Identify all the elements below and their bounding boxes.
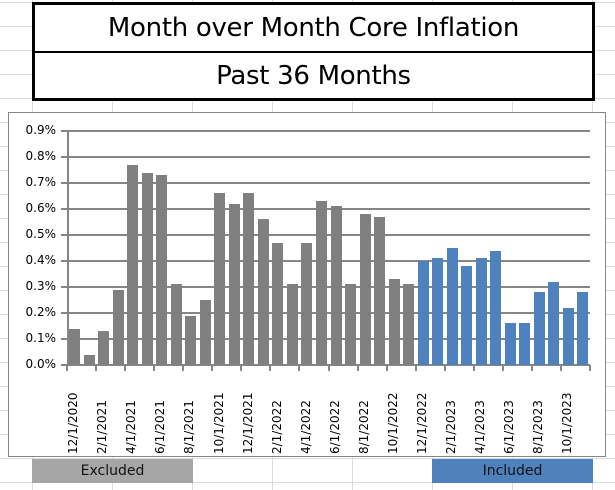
x-tick [443, 365, 446, 371]
bar[interactable] [83, 354, 95, 365]
bar[interactable] [577, 292, 589, 365]
x-tick [472, 365, 475, 371]
x-tick [211, 365, 214, 371]
x-tick [385, 365, 388, 371]
bar[interactable] [533, 292, 545, 365]
y-axis-label: 0.4% [25, 253, 57, 267]
bar[interactable] [548, 281, 560, 365]
gridline [61, 130, 590, 132]
x-axis-label: 8/1/2021 [182, 400, 197, 454]
y-axis-label: 0.0% [25, 357, 57, 371]
bar[interactable] [461, 266, 473, 365]
gridline [61, 364, 590, 366]
plot-area: 0.0% 0.1% 0.2% 0.3% 0.4% 0.5% 0.6% 0.7% 0.8% 0.9%… [26, 123, 591, 454]
x-tick [240, 365, 243, 371]
y-axis-label: 0.9% [25, 123, 57, 137]
bar[interactable] [417, 261, 429, 365]
x-tick [182, 365, 185, 371]
bar[interactable] [272, 242, 284, 365]
bar[interactable] [490, 250, 502, 365]
x-tick [66, 365, 68, 371]
bar[interactable] [185, 315, 197, 365]
excluded-band: Excluded [32, 459, 193, 483]
y-axis-label: 0.6% [25, 201, 57, 215]
x-tick [530, 365, 533, 371]
bar[interactable] [257, 219, 269, 365]
bar[interactable] [315, 201, 327, 365]
title-box: Month over Month Core Inflation Past 36 … [32, 2, 595, 101]
x-axis-label: 10/1/2021 [211, 392, 226, 454]
bar[interactable] [374, 216, 386, 365]
x-axis-label: 10/1/2023 [560, 392, 575, 454]
y-axis-label: 0.1% [25, 331, 57, 345]
x-axis-label: 10/1/2022 [385, 392, 400, 454]
gridline [61, 156, 590, 158]
included-band: Included [432, 459, 593, 483]
bar[interactable] [69, 328, 80, 365]
bar[interactable] [141, 172, 153, 365]
x-tick [269, 365, 272, 371]
x-axis-label: 8/1/2023 [531, 400, 546, 454]
bar[interactable] [504, 323, 516, 365]
x-axis-label: 2/1/2023 [443, 400, 458, 454]
x-tick [414, 365, 417, 371]
bar[interactable] [403, 284, 415, 365]
x-axis-label: 12/1/2021 [240, 392, 255, 454]
bar[interactable] [127, 164, 139, 365]
bar[interactable] [446, 248, 458, 365]
x-axis-label: 4/1/2022 [298, 400, 313, 454]
y-axis-label: 0.8% [25, 149, 57, 163]
bar[interactable] [199, 300, 211, 365]
x-axis-label: 2/1/2021 [95, 400, 110, 454]
gridline [61, 182, 590, 184]
y-axis-label: 0.3% [25, 279, 57, 293]
y-axis-label: 0.2% [25, 305, 57, 319]
x-axis-label: 6/1/2022 [327, 400, 342, 454]
chart-subtitle: Past 36 Months [216, 60, 411, 91]
bar[interactable] [519, 323, 531, 365]
chart-title: Month over Month Core Inflation [35, 5, 592, 53]
x-tick [153, 365, 156, 371]
x-tick [559, 365, 562, 371]
bar[interactable] [432, 258, 444, 365]
x-axis-label: 6/1/2023 [502, 400, 517, 454]
x-tick [356, 365, 359, 371]
x-axis-label: 12/1/2020 [66, 392, 81, 454]
bar[interactable] [228, 203, 240, 365]
bar[interactable] [98, 331, 110, 365]
y-axis-label: 0.5% [25, 227, 57, 241]
bar[interactable] [286, 284, 298, 365]
y-axis-label: 0.7% [25, 175, 57, 189]
x-axis-label: 12/1/2022 [414, 392, 429, 454]
bar[interactable] [301, 242, 313, 365]
bar[interactable] [330, 206, 342, 365]
bar[interactable] [243, 193, 255, 365]
bar[interactable] [170, 284, 182, 365]
bar[interactable] [388, 279, 400, 365]
x-tick [589, 365, 591, 371]
x-axis-label: 2/1/2022 [269, 400, 284, 454]
chart-area[interactable]: 0.0% 0.1% 0.2% 0.3% 0.4% 0.5% 0.6% 0.7% 0.8% 0.9%… [8, 112, 606, 457]
bar[interactable] [112, 289, 124, 365]
bar[interactable] [214, 193, 226, 365]
x-axis-label: 4/1/2023 [473, 400, 488, 454]
x-tick [95, 365, 98, 371]
x-tick [298, 365, 301, 371]
x-tick [124, 365, 127, 371]
x-tick [501, 365, 504, 371]
x-axis-label: 6/1/2021 [153, 400, 168, 454]
x-axis-label: 8/1/2022 [356, 400, 371, 454]
bar[interactable] [359, 214, 371, 365]
y-axis [67, 131, 69, 365]
x-axis-label: 4/1/2021 [124, 400, 139, 454]
bar[interactable] [345, 284, 357, 365]
bar[interactable] [475, 258, 487, 365]
x-tick [327, 365, 330, 371]
bar[interactable] [156, 175, 168, 365]
bar[interactable] [562, 307, 574, 365]
